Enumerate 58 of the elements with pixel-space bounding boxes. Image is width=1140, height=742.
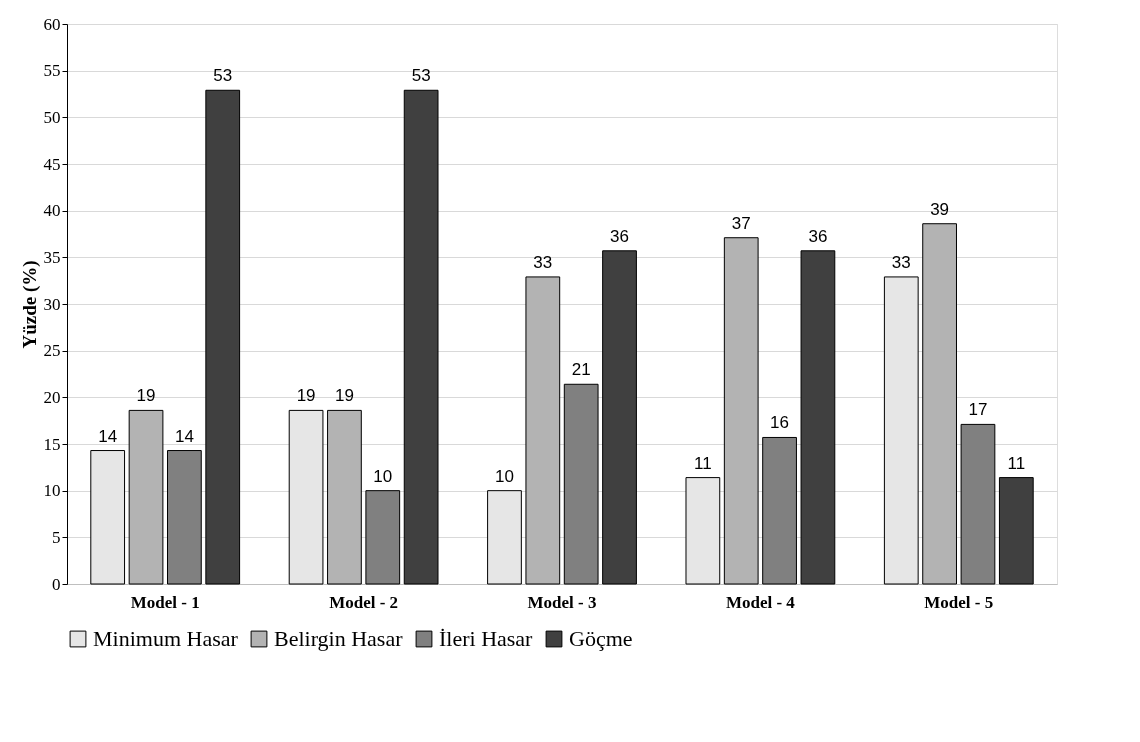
bar <box>883 276 919 585</box>
bar <box>685 477 721 585</box>
bar <box>800 250 836 585</box>
data-label: 33 <box>533 252 553 272</box>
data-label: 17 <box>968 400 988 420</box>
data-label: 19 <box>136 386 156 406</box>
bar <box>487 490 522 585</box>
y-tick-label: 5 <box>52 527 61 547</box>
bar <box>365 490 401 585</box>
y-tick-label: 10 <box>43 481 61 501</box>
data-label: 36 <box>610 226 629 246</box>
bar <box>167 450 202 585</box>
legend-label: İleri Hasar <box>439 626 534 651</box>
legend-label: Minimum Hasar <box>93 626 239 651</box>
data-label: 37 <box>731 213 751 233</box>
y-tick-label: 55 <box>43 61 61 81</box>
y-tick-label: 60 <box>43 14 61 34</box>
x-tick-label: Model - 5 <box>924 592 994 612</box>
bar <box>205 89 241 585</box>
x-tick-label: Model - 4 <box>725 592 796 612</box>
data-label: 53 <box>213 66 233 86</box>
y-tick-label: 45 <box>43 154 61 174</box>
data-label: 19 <box>296 386 316 406</box>
y-tick-label: 40 <box>43 201 61 221</box>
data-label: 19 <box>334 386 354 406</box>
data-label: 53 <box>411 66 431 86</box>
x-tick-label: Model - 2 <box>329 592 399 612</box>
y-tick-label: 15 <box>43 434 61 454</box>
legend-label: Belirgin Hasar <box>274 626 404 651</box>
bar <box>762 436 797 585</box>
legend-label: Göçme <box>569 626 633 651</box>
data-label: 36 <box>808 226 828 246</box>
x-tick-label: Model - 1 <box>130 592 200 612</box>
data-label: 11 <box>1007 453 1026 473</box>
bar <box>288 409 324 585</box>
y-tick-label: 25 <box>43 341 61 361</box>
data-label: 21 <box>571 360 591 380</box>
data-label: 16 <box>770 413 790 433</box>
y-axis-title: Yüzde (%) <box>18 260 41 349</box>
bar <box>960 423 996 585</box>
y-tick-label: 35 <box>43 247 61 267</box>
data-label: 14 <box>98 426 118 446</box>
bar <box>403 89 439 585</box>
x-tick-label: Model - 3 <box>527 592 597 612</box>
data-label: 14 <box>174 426 194 446</box>
data-label: 11 <box>694 453 712 473</box>
data-label: 39 <box>930 199 950 219</box>
bar <box>90 450 126 585</box>
bar <box>998 477 1034 585</box>
data-label: 10 <box>373 466 393 486</box>
bar <box>602 250 637 585</box>
y-tick-label: 50 <box>43 107 61 127</box>
bar <box>563 383 599 585</box>
data-label: 10 <box>495 466 514 486</box>
data-label: 33 <box>891 252 911 272</box>
y-tick-label: 20 <box>43 387 61 407</box>
y-tick-label: 0 <box>52 574 61 594</box>
y-tick-label: 30 <box>43 294 61 314</box>
